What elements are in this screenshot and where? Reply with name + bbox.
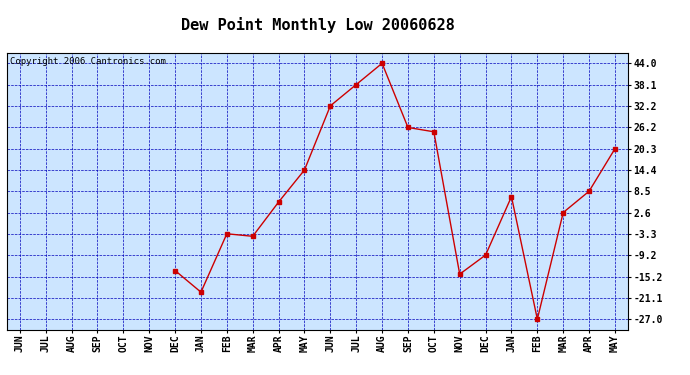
Text: Copyright 2006 Cantronics.com: Copyright 2006 Cantronics.com: [10, 57, 166, 66]
Text: Dew Point Monthly Low 20060628: Dew Point Monthly Low 20060628: [181, 17, 454, 33]
